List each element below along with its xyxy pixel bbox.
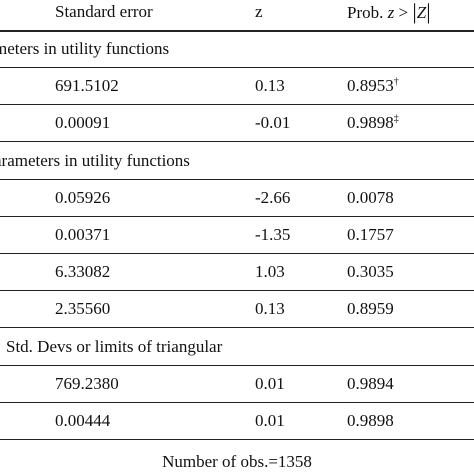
p-cell: 0.9894 — [347, 374, 394, 394]
se-cell: 769.2380 — [55, 373, 119, 393]
rule — [0, 104, 474, 106]
z-cell: 0.13 — [255, 299, 285, 319]
rule — [0, 364, 474, 366]
se-cell: 0.00371 — [55, 225, 111, 244]
z-cell: 0.13 — [255, 76, 285, 96]
section-title: arameters in utility functions — [0, 150, 190, 170]
p-value: 0.9898 — [347, 411, 394, 430]
se-cell: 691.5102 — [55, 76, 119, 96]
header-cell: z — [255, 2, 263, 21]
footnote-mark: ‡ — [393, 113, 399, 125]
section-title: meters in utility functions — [0, 39, 170, 58]
p-value: 0.9894 — [347, 373, 394, 393]
p-cell: 0.3035 — [347, 262, 394, 282]
footer: Number of obs.=1358 — [162, 452, 312, 471]
rule — [0, 401, 474, 403]
z-cell: -1.35 — [255, 225, 291, 244]
rule — [0, 253, 474, 254]
se-cell: 0.00444 — [55, 411, 111, 430]
footnote-mark: † — [393, 76, 399, 88]
p-cell: 0.8959 — [347, 299, 394, 319]
rule — [0, 178, 474, 180]
header-cell: Prob. z > |Z| — [347, 0, 431, 24]
rule — [0, 67, 474, 68]
z-cell: -2.66 — [255, 187, 291, 207]
p-value: 0.1757 — [347, 225, 394, 244]
header-text: Prob. — [347, 3, 384, 22]
z-cell: 0.01 — [255, 411, 285, 430]
p-cell: 0.8953† — [347, 76, 399, 96]
header-text: z — [387, 3, 395, 22]
section-title: Std. Devs or limits of triangular — [6, 336, 223, 356]
se-cell: 2.35560 — [55, 299, 111, 319]
p-value: 0.3035 — [347, 262, 394, 282]
z-cell: 1.03 — [255, 262, 285, 282]
se-cell: 0.00091 — [55, 113, 111, 133]
p-value: 0.8959 — [347, 299, 394, 319]
z-cell: -0.01 — [255, 113, 291, 133]
header-text: Z — [416, 3, 427, 22]
se-cell: 0.05926 — [55, 187, 111, 207]
rule — [0, 290, 474, 292]
p-value: 0.8953 — [347, 76, 394, 96]
header-text: > — [398, 3, 409, 22]
p-cell: 0.9898 — [347, 411, 394, 431]
p-value: 0.9898 — [347, 113, 394, 133]
rule — [0, 439, 474, 440]
rule — [0, 215, 474, 217]
header-cell: Standard error — [55, 2, 153, 21]
p-cell: 0.9898‡ — [347, 113, 399, 133]
rule — [0, 141, 474, 143]
z-cell: 0.01 — [255, 373, 285, 393]
rule — [0, 327, 474, 329]
p-value: 0.0078 — [347, 187, 394, 207]
rule — [0, 30, 474, 32]
p-cell: 0.1757 — [347, 225, 394, 245]
se-cell: 6.33082 — [55, 262, 111, 282]
p-cell: 0.0078 — [347, 188, 394, 208]
